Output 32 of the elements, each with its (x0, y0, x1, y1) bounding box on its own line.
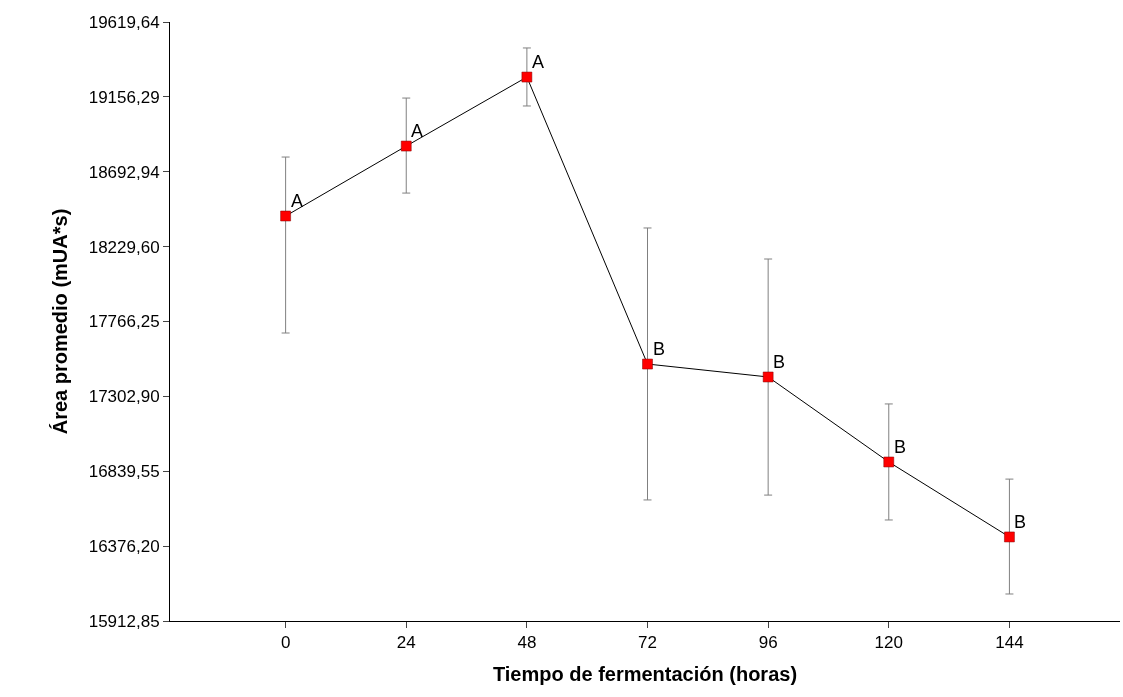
point (642, 358, 653, 370)
point (521, 71, 533, 83)
x-tick-label: 0 (280, 633, 291, 653)
y-tick-label: 15912,85 (88, 611, 160, 631)
point (883, 456, 895, 468)
y-tick-label: 19156,29 (88, 87, 160, 107)
annotation: B (894, 437, 907, 457)
annotation: B (773, 352, 786, 372)
annotation: B (653, 339, 666, 359)
y-tick-label: 19619,64 (88, 12, 160, 32)
y-tick-label: 18229,60 (88, 237, 160, 257)
point (280, 210, 291, 222)
point (1004, 531, 1015, 543)
y-tick-label: 17302,90 (88, 387, 160, 407)
annotation: B (1014, 512, 1027, 532)
x-tick-label: 120 (874, 633, 903, 653)
annotation: A (532, 52, 545, 72)
x-tick-label: 72 (638, 633, 657, 653)
y-tick-label: 18692,94 (88, 162, 160, 182)
point (762, 371, 774, 383)
point (400, 140, 412, 152)
x-tick-label: 96 (758, 633, 778, 653)
y-axis-title: Área promedio (mUA*s) (49, 208, 72, 435)
x-tick-label: 144 (995, 633, 1024, 653)
x-tick-label: 24 (396, 633, 416, 653)
x-tick-label: 48 (517, 633, 537, 653)
y-tick-label: 16839,55 (88, 462, 160, 482)
y-tick-label: 17766,25 (88, 312, 160, 332)
x-axis-title: Tiempo de fermentación (horas) (492, 662, 798, 685)
y-tick-label: 16376,20 (88, 537, 160, 557)
annotation: A (291, 191, 304, 211)
annotation: A (411, 121, 424, 141)
